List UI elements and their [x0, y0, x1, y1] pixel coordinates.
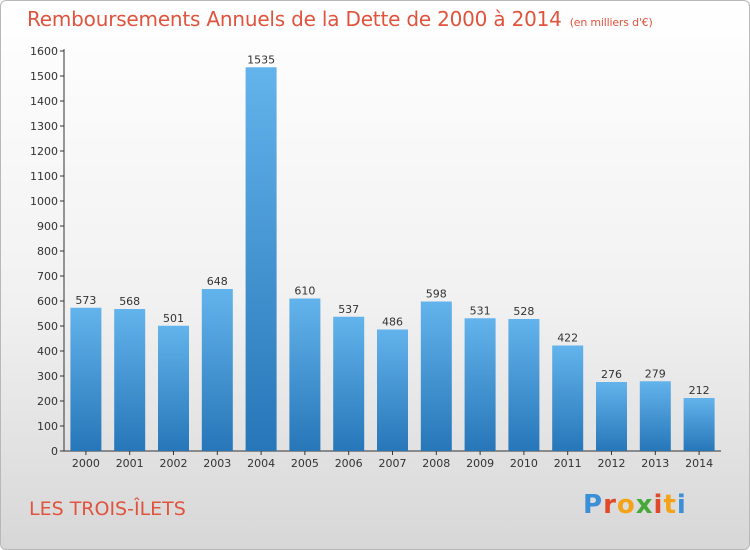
- data-label-2014: 212: [689, 384, 710, 397]
- chart-title: Remboursements Annuels de la Dette de 20…: [27, 7, 653, 31]
- data-label-2009: 531: [470, 304, 491, 317]
- bar-2013: [639, 381, 671, 451]
- bar-2012: [596, 382, 627, 451]
- x-tick-label-2004: 2004: [247, 457, 275, 470]
- logo-letter: i: [653, 490, 664, 520]
- bar-2004: [245, 67, 277, 451]
- bar-2010: [508, 319, 540, 451]
- y-tick-label: 900: [37, 220, 58, 233]
- x-tick-label-2007: 2007: [379, 457, 407, 470]
- x-tick-label-2013: 2013: [641, 457, 669, 470]
- y-tick-label: 1200: [30, 145, 58, 158]
- x-tick-label-2012: 2012: [598, 457, 626, 470]
- data-label-2007: 486: [382, 316, 403, 329]
- data-label-2003: 648: [207, 275, 228, 288]
- data-label-2002: 501: [163, 312, 184, 325]
- data-label-2012: 276: [601, 368, 622, 381]
- y-tick-label: 600: [37, 295, 58, 308]
- bar-2001: [114, 309, 146, 451]
- y-tick-label: 1600: [30, 45, 58, 58]
- data-label-2001: 568: [119, 295, 140, 308]
- x-tick-label-2014: 2014: [685, 457, 713, 470]
- bar-2006: [333, 316, 365, 451]
- y-tick-label: 1300: [30, 120, 58, 133]
- logo-letter: x: [635, 490, 654, 520]
- x-tick-label-2001: 2001: [116, 457, 144, 470]
- bar-2009: [464, 318, 496, 451]
- data-label-2000: 573: [75, 294, 96, 307]
- data-label-2006: 537: [338, 303, 359, 316]
- bar-2002: [158, 325, 189, 451]
- y-tick-label: 1400: [30, 95, 58, 108]
- logo-letter: o: [616, 490, 636, 520]
- data-label-2011: 422: [557, 332, 578, 345]
- x-tick-label-2008: 2008: [422, 457, 450, 470]
- bar-2007: [377, 329, 408, 451]
- data-label-2013: 279: [645, 367, 666, 380]
- y-tick-label: 1100: [30, 170, 58, 183]
- commune-name: LES TROIS-ÎLETS: [29, 498, 186, 520]
- logo-letter: t: [663, 490, 677, 520]
- logo-letter: r: [603, 490, 617, 520]
- y-tick-label: 0: [51, 445, 58, 458]
- title-unit: (en milliers d'€): [569, 16, 653, 29]
- bar-chart: 0 100 200 300 400 500 600 700 800 900 1000 1100 1200…: [30, 45, 721, 470]
- bar-2003: [201, 289, 233, 451]
- y-tick-label: 800: [37, 245, 58, 258]
- y-tick-label: 500: [37, 320, 58, 333]
- x-tick-label-2006: 2006: [335, 457, 363, 470]
- proxiti-logo: Proxiti: [583, 490, 687, 520]
- title-text: Remboursements Annuels de la Dette de 20…: [27, 7, 562, 31]
- bar-2005: [289, 298, 321, 451]
- logo-letter: P: [583, 490, 604, 520]
- data-label-2008: 598: [426, 288, 447, 301]
- y-tick-label: 1000: [30, 195, 58, 208]
- x-tick-label-2005: 2005: [291, 457, 319, 470]
- x-tick-label-2010: 2010: [510, 457, 538, 470]
- y-tick-label: 700: [37, 270, 58, 283]
- y-tick-label: 400: [37, 345, 58, 358]
- y-tick-label: 200: [37, 395, 58, 408]
- data-label-2010: 528: [513, 305, 534, 318]
- x-tick-label-2003: 2003: [203, 457, 231, 470]
- x-tick-label-2000: 2000: [72, 457, 100, 470]
- logo-letter: i: [676, 490, 687, 520]
- data-label-2004: 1535: [247, 53, 275, 66]
- data-label-2005: 610: [294, 285, 315, 298]
- bar-2008: [420, 301, 452, 451]
- bar-2000: [70, 307, 102, 451]
- bar-2014: [683, 398, 715, 451]
- bar-2011: [552, 345, 584, 451]
- y-tick-label: 300: [37, 370, 58, 383]
- x-tick-label-2009: 2009: [466, 457, 494, 470]
- x-tick-label-2002: 2002: [160, 457, 188, 470]
- x-tick-label-2011: 2011: [554, 457, 582, 470]
- y-tick-label: 1500: [30, 70, 58, 83]
- y-tick-label: 100: [37, 420, 58, 433]
